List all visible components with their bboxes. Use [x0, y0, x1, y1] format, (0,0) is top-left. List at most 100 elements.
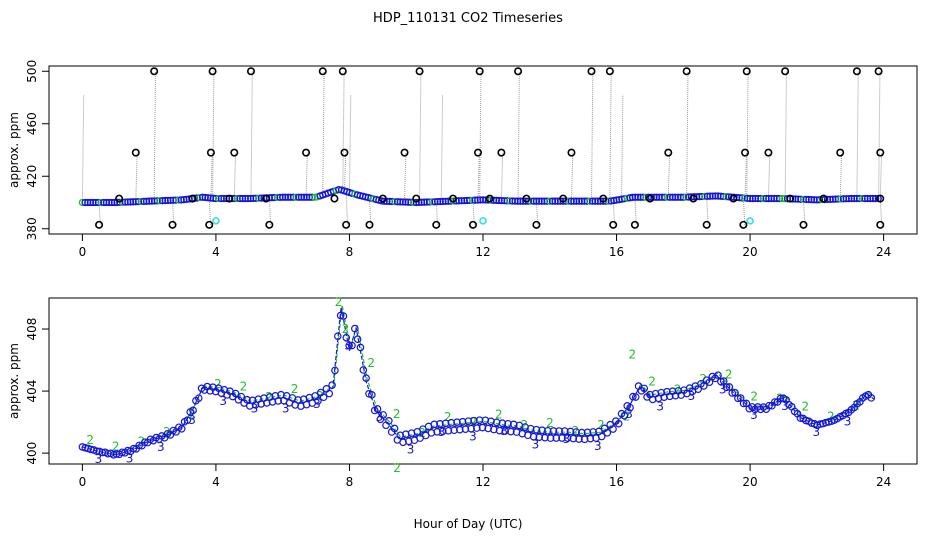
data-point: [281, 193, 290, 201]
outlier-point: [205, 220, 214, 229]
data-point: [498, 419, 507, 428]
outlier-spike: [345, 191, 348, 225]
data-point: [214, 194, 223, 203]
data-point: [529, 432, 538, 441]
data-point: [631, 193, 639, 201]
outlier-spike: [686, 71, 689, 198]
chart-title: HDP_110131 CO2 Timeseries: [373, 11, 563, 26]
data-point: [359, 366, 368, 374]
data-point: [463, 196, 471, 205]
data-point: [294, 396, 302, 404]
outlier-point: [330, 194, 339, 203]
data-point: [532, 425, 541, 434]
data-point: [765, 401, 773, 410]
outlier-point: [412, 194, 421, 203]
data-point: [412, 198, 420, 207]
data-point: [647, 193, 655, 201]
outlier-point: [265, 220, 274, 229]
data-point: [500, 197, 509, 205]
data-point: [97, 198, 105, 207]
data-point: [540, 197, 549, 205]
series-2-label: 2: [801, 400, 809, 414]
panel-top-frame: [48, 65, 918, 235]
data-point: [458, 417, 467, 426]
data-point: [773, 194, 781, 203]
data-point: [116, 198, 124, 206]
outlier-point: [664, 148, 673, 157]
data-point: [709, 192, 717, 200]
outlier-point: [781, 67, 790, 76]
data-point: [687, 193, 695, 201]
outlier-point: [365, 220, 374, 229]
data-point: [393, 198, 402, 206]
data-point: [336, 311, 345, 320]
data-point: [431, 198, 439, 206]
series-3-label: 3: [532, 438, 540, 452]
series-2-label: 2: [214, 377, 222, 391]
data-point: [535, 197, 543, 205]
data-point: [575, 197, 583, 205]
outlier-spike: [706, 196, 709, 225]
outlier-spike: [342, 71, 345, 191]
data-point: [233, 194, 241, 203]
outlier-point: [742, 67, 751, 76]
outlier-spike: [570, 152, 574, 202]
series-3-label: 3: [688, 389, 696, 403]
data-point: [757, 194, 765, 203]
data-point: [94, 198, 103, 207]
data-point: [728, 389, 737, 397]
data-point: [236, 194, 244, 203]
data-point: [438, 427, 447, 436]
data-point: [314, 397, 322, 405]
data-point: [368, 391, 376, 399]
data-point: [839, 195, 848, 203]
data-point: [276, 193, 284, 202]
series-3-label: 3: [157, 440, 165, 454]
series-2-label: 2: [393, 407, 401, 421]
data-point: [450, 426, 458, 435]
series-3-label: 3: [469, 430, 477, 444]
data-point: [847, 194, 856, 203]
data-point: [586, 434, 595, 443]
data-point: [850, 194, 858, 203]
series-3-label: 3: [219, 394, 227, 408]
data-point: [631, 393, 640, 401]
data-point: [546, 197, 554, 205]
data-point: [238, 194, 247, 203]
series-3-label: 3: [126, 452, 134, 466]
series-3-label: 3: [95, 452, 103, 466]
data-point: [504, 419, 512, 428]
outlier-point: [764, 148, 773, 157]
data-point: [734, 394, 742, 403]
data-point: [460, 196, 468, 205]
cyan-point: [212, 217, 220, 225]
outlier-spike: [210, 152, 213, 199]
outlier-point: [819, 194, 828, 203]
data-point: [722, 383, 731, 392]
outlier-spike: [368, 197, 372, 225]
data-point: [551, 197, 559, 205]
data-point: [164, 196, 172, 205]
data-point: [549, 427, 558, 435]
data-point: [345, 341, 353, 350]
outlier-spike: [472, 200, 475, 225]
data-point: [212, 194, 220, 203]
data-point: [603, 428, 612, 437]
series-2-label: 2: [265, 390, 273, 404]
data-point: [417, 198, 426, 206]
outlier-spike: [477, 152, 480, 201]
data-point: [762, 194, 770, 203]
data-point: [231, 389, 240, 398]
data-point: [110, 198, 119, 207]
series-2-label: 2: [648, 374, 656, 388]
data-point: [126, 198, 135, 206]
data-point: [297, 193, 306, 201]
outlier-spike: [856, 71, 859, 199]
data-point: [863, 194, 872, 203]
data-point: [831, 195, 840, 203]
data-point: [228, 194, 236, 203]
outlier-spike: [322, 71, 325, 196]
data-point: [222, 194, 231, 203]
x-tick-label: 0: [79, 245, 87, 259]
data-point: [508, 197, 517, 205]
